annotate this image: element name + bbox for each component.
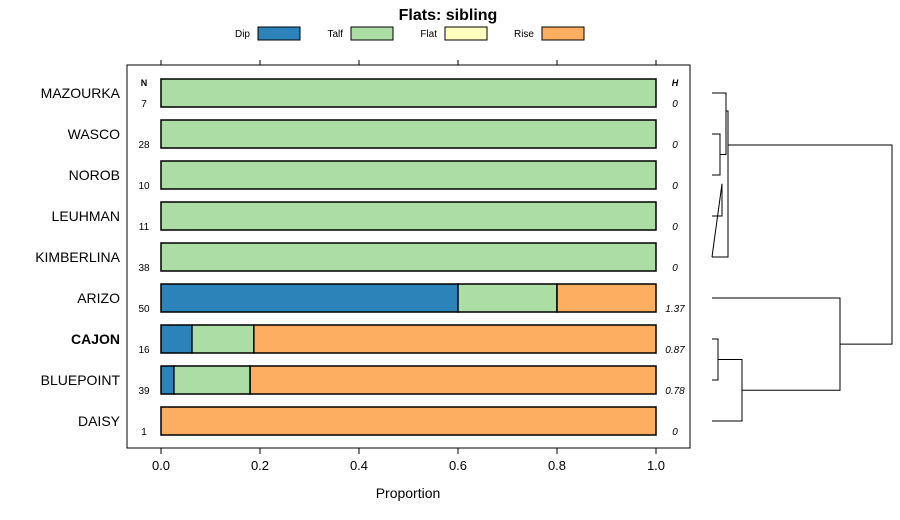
bar-segment-rise (160, 406, 657, 436)
row-label: BLUEPOINT (41, 372, 121, 388)
top-axis-ticks (160, 60, 657, 65)
x-axis-label: Proportion (376, 485, 441, 501)
bar-segment-rise (249, 365, 657, 395)
h-column-header: H (672, 78, 679, 88)
bar-segment-talf (160, 119, 657, 149)
row-h-value: 0 (672, 181, 678, 192)
legend-label-talf: Talf (327, 29, 343, 40)
row-label: LEUHMAN (52, 208, 120, 224)
bar-segment-talf (160, 201, 657, 231)
legend: Dip Talf Flat Rise (235, 26, 585, 41)
row-h-value: 0 (672, 99, 678, 110)
row-h-value: 0 (672, 140, 678, 151)
row-h-value: 0 (672, 222, 678, 233)
dendrogram-link (712, 338, 719, 381)
row-n-value: 28 (138, 140, 150, 151)
row-n-value: 11 (139, 222, 150, 233)
row-h-value: 0.87 (665, 345, 685, 356)
bar-row-mazourka: MAZOURKA 7 0 (41, 78, 678, 110)
x-tick-label: 0.2 (251, 458, 269, 473)
row-n-value: 38 (138, 263, 150, 274)
row-n-value: 10 (138, 181, 150, 192)
dendrogram-link (711, 183, 723, 258)
legend-swatch-talf (350, 26, 394, 41)
dendrogram-link (712, 92, 727, 155)
row-label: CAJON (71, 331, 120, 347)
bar-segment-rise (253, 324, 657, 354)
x-tick-label: 0.4 (350, 458, 368, 473)
bar-segment-talf (191, 324, 255, 354)
x-tick-label: 0.0 (152, 458, 170, 473)
bar-segment-dip (160, 365, 175, 395)
bar-segment-talf (160, 78, 657, 108)
n-column-header: N (141, 78, 148, 88)
bar-row-wasco: WASCO 28 0 (68, 119, 678, 151)
legend-swatch-rise (541, 26, 585, 41)
bar-segment-rise (556, 283, 657, 313)
bar-row-cajon: CAJON 16 0.87 (71, 324, 685, 356)
x-tick-label: 0.6 (449, 458, 467, 473)
row-n-value: 1 (141, 427, 147, 438)
bar-segment-talf (160, 242, 657, 272)
bar-segment-talf (173, 365, 251, 395)
dendrogram-link (712, 297, 841, 391)
row-label: WASCO (68, 126, 120, 142)
dendrogram (711, 92, 893, 422)
x-tick-label: 1.0 (647, 458, 665, 473)
row-h-value: 0.78 (665, 386, 685, 397)
bar-segment-talf (160, 160, 657, 190)
row-label: KIMBERLINA (35, 249, 120, 265)
row-h-value: 1.37 (665, 304, 685, 315)
dendrogram-link (712, 359, 743, 422)
x-tick-label: 0.8 (548, 458, 566, 473)
row-n-value: 50 (138, 304, 150, 315)
bar-row-kimberlina: KIMBERLINA 38 0 (35, 242, 678, 274)
bar-row-arizo: ARIZO 50 1.37 (77, 283, 685, 315)
bar-row-daisy: DAISY 1 0 (78, 406, 678, 438)
row-label: NOROB (69, 167, 120, 183)
dendrogram-link (712, 110, 729, 258)
bar-segment-dip (160, 283, 459, 313)
dendrogram-link (712, 133, 721, 176)
bar-row-bluepoint: BLUEPOINT 39 0.78 (41, 365, 685, 397)
row-n-value: 16 (138, 345, 150, 356)
chart-title: Flats: sibling (399, 7, 498, 24)
legend-label-rise: Rise (514, 29, 534, 40)
row-h-value: 0 (672, 263, 678, 274)
row-n-value: 7 (141, 99, 147, 110)
bar-segment-dip (160, 324, 193, 354)
legend-swatch-dip (257, 26, 301, 41)
row-label: DAISY (78, 413, 121, 429)
dendrogram-link (728, 144, 893, 345)
row-h-value: 0 (672, 427, 678, 438)
plot-frame (126, 64, 691, 449)
bar-segment-talf (457, 283, 558, 313)
row-n-value: 39 (138, 386, 150, 397)
x-axis: 0.0 0.2 0.4 0.6 0.8 1.0 (152, 448, 665, 473)
legend-swatch-flat (444, 26, 488, 41)
row-label: MAZOURKA (41, 85, 121, 101)
legend-label-flat: Flat (420, 29, 437, 40)
row-label: ARIZO (77, 290, 120, 306)
legend-label-dip: Dip (235, 29, 250, 40)
bar-row-leuhman: LEUHMAN 11 0 (52, 201, 678, 233)
bar-row-norob: NOROB 10 0 (69, 160, 678, 192)
